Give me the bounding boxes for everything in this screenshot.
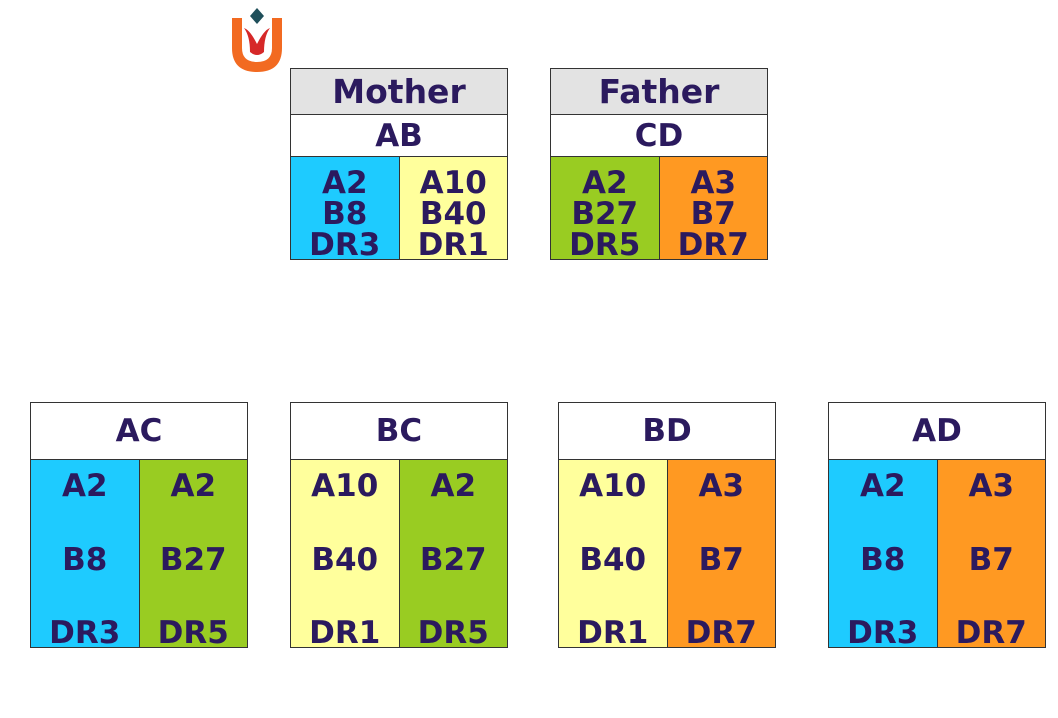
allele-a: A2 xyxy=(61,468,108,504)
allele-b: B8 xyxy=(860,541,906,578)
allele-dr: DR7 xyxy=(677,227,749,263)
allele-dr: DR3 xyxy=(49,615,121,651)
allele-a: A2 xyxy=(170,468,217,504)
allele-a: A2 xyxy=(859,468,906,504)
allele-dr: DR1 xyxy=(309,615,381,651)
allele-dr: DR3 xyxy=(309,227,381,263)
father-box: Father CD A2 B27 DR5 A3 B7 DR7 xyxy=(550,68,768,263)
allele-dr: DR1 xyxy=(577,615,649,651)
haplotype-column: A10 B40 DR1 xyxy=(559,460,667,651)
allele-a: A10 xyxy=(311,468,379,504)
parent-title: Mother xyxy=(291,69,507,116)
allele-a: A2 xyxy=(321,165,368,201)
allele-dr: DR7 xyxy=(955,615,1027,651)
haplotype-column: A2 B27 DR5 xyxy=(138,460,247,651)
haplotype-column: A2 B27 DR5 xyxy=(398,460,507,651)
haplotype-column: A2 B8 DR3 xyxy=(31,460,139,651)
allele-dr: DR7 xyxy=(685,615,757,651)
allele-a: A2 xyxy=(581,165,628,201)
child-box-ad: AD A2 B8 DR3 A3 B7 DR7 xyxy=(828,402,1046,651)
allele-a: A2 xyxy=(430,468,477,504)
allele-a: A3 xyxy=(690,165,737,201)
allele-b: B40 xyxy=(419,196,487,232)
tulip-logo-icon xyxy=(232,8,282,72)
haplotype-column: A2 B27 DR5 xyxy=(551,157,659,263)
haplotype-column: A3 B7 DR7 xyxy=(666,460,775,651)
allele-dr: DR5 xyxy=(157,615,229,651)
child-box-ac: AC A2 B8 DR3 A2 B27 DR5 xyxy=(30,402,248,651)
child-genotype: BC xyxy=(291,403,507,460)
parent-genotype: AB xyxy=(291,115,507,157)
allele-a: A3 xyxy=(698,468,745,504)
allele-b: B40 xyxy=(579,541,647,578)
haplotype-column: A3 B7 DR7 xyxy=(936,460,1045,651)
parent-title: Father xyxy=(551,69,767,116)
allele-a: A3 xyxy=(968,468,1015,504)
allele-dr: DR5 xyxy=(569,227,641,263)
allele-dr: DR1 xyxy=(417,227,489,263)
allele-b: B27 xyxy=(419,541,487,578)
child-box-bc: BC A10 B40 DR1 A2 B27 DR5 xyxy=(290,402,508,651)
haplotype-column: A10 B40 DR1 xyxy=(291,460,399,651)
allele-b: B27 xyxy=(571,196,639,232)
mother-box: Mother AB A2 B8 DR3 A10 B40 DR1 xyxy=(290,68,508,263)
allele-b: B27 xyxy=(159,541,227,578)
allele-b: B7 xyxy=(690,196,736,232)
allele-b: B8 xyxy=(322,196,368,232)
child-genotype: AD xyxy=(829,403,1045,460)
parent-genotype: CD xyxy=(551,115,767,157)
allele-dr: DR3 xyxy=(847,615,919,651)
child-genotype: AC xyxy=(31,403,247,460)
allele-a: A10 xyxy=(579,468,647,504)
allele-a: A10 xyxy=(419,165,487,201)
allele-b: B7 xyxy=(698,541,744,578)
haplotype-column: A2 B8 DR3 xyxy=(291,157,399,263)
haplotype-column: A2 B8 DR3 xyxy=(829,460,937,651)
haplotype-column: A10 B40 DR1 xyxy=(398,157,507,263)
haplotype-column: A3 B7 DR7 xyxy=(658,157,767,263)
allele-b: B7 xyxy=(968,541,1014,578)
child-genotype: BD xyxy=(559,403,775,460)
allele-b: B8 xyxy=(62,541,108,578)
allele-dr: DR5 xyxy=(417,615,489,651)
child-box-bd: BD A10 B40 DR1 A3 B7 DR7 xyxy=(558,402,776,651)
allele-b: B40 xyxy=(311,541,379,578)
